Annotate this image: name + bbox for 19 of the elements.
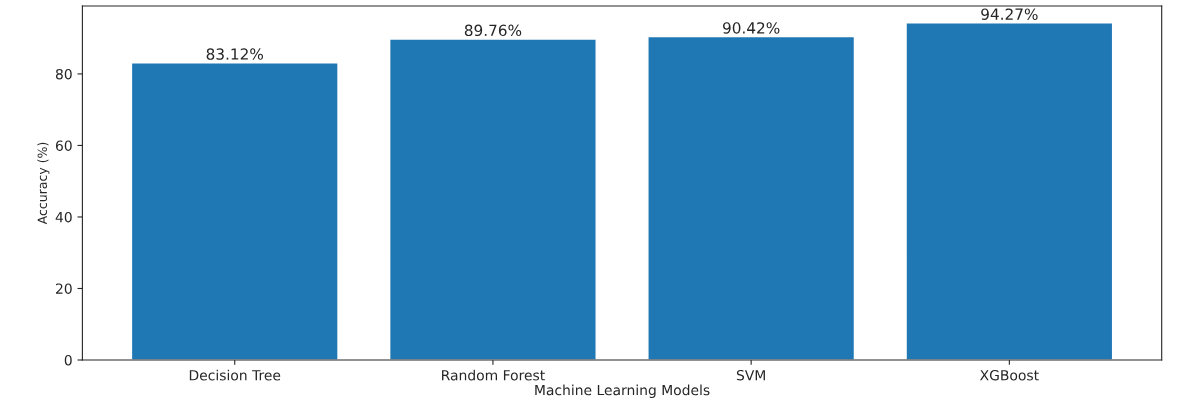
y-tick-label: 0 — [64, 354, 72, 366]
data-label: 90.42% — [722, 22, 780, 34]
y-axis-title: Accuracy (%) — [37, 142, 50, 225]
data-label: 83.12% — [206, 48, 264, 60]
x-tick-label: Random Forest — [442, 369, 545, 381]
x-tick-label: Decision Tree — [189, 369, 281, 381]
y-tick-label: 20 — [56, 283, 72, 294]
data-label: 94.27% — [981, 8, 1038, 20]
bar — [388, 38, 597, 360]
bar — [647, 35, 856, 360]
bar — [905, 22, 1114, 360]
y-tick-label: 60 — [55, 140, 72, 151]
data-label: 89.76% — [464, 24, 522, 37]
x-axis-title: Machine Learning Models — [535, 384, 710, 398]
bar — [130, 62, 339, 360]
y-tick-label: 40 — [55, 211, 72, 223]
x-tick-label: SVM — [736, 369, 765, 381]
y-tick-label: 80 — [55, 68, 72, 80]
x-tick-label: XGBoost — [980, 369, 1039, 381]
